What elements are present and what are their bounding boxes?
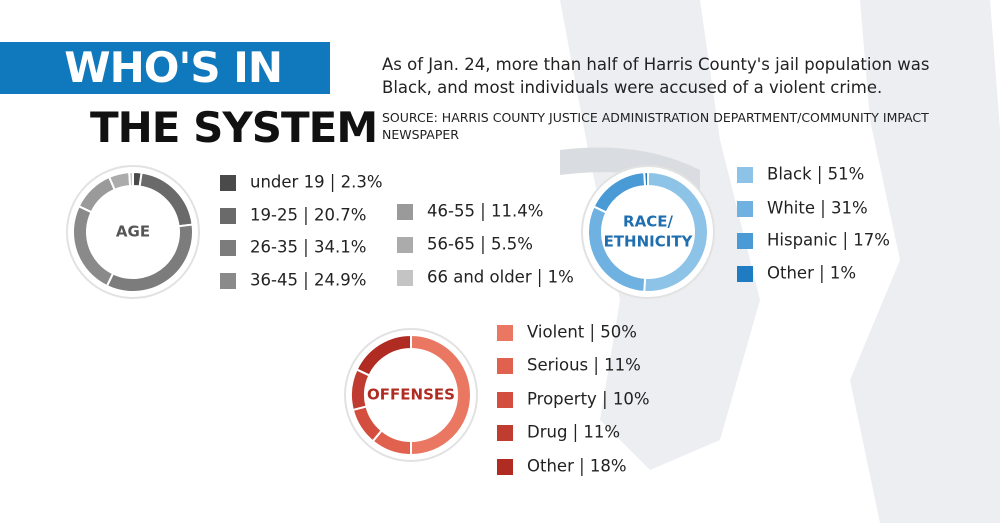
legend-swatch (497, 358, 513, 374)
title-line: THE SYSTEM (90, 103, 378, 152)
legend-label: Other (767, 264, 814, 283)
legend-value: 20.7% (314, 206, 366, 225)
legend-label: under 19 (250, 173, 325, 192)
legend-value: 18% (590, 457, 627, 476)
legend-label: Black (767, 165, 812, 184)
legend-value: 50% (600, 323, 637, 342)
legend-label: Property (527, 390, 597, 409)
donut-label: RACE/ (623, 213, 673, 231)
legend-swatch (737, 167, 753, 183)
title-line: WHO'S IN (0, 42, 330, 94)
legend-swatch (497, 425, 513, 441)
legend-label: 36-45 (250, 271, 298, 290)
legend-value: 24.9% (314, 271, 366, 290)
donut-slice (355, 333, 412, 377)
description: As of Jan. 24, more than half of Harris … (382, 55, 930, 97)
legend-value: 31% (831, 199, 868, 218)
donut-label: AGE (116, 223, 150, 241)
legend-label: White (767, 199, 815, 218)
legend-label: Drug (527, 423, 567, 442)
legend-value: 2.3% (341, 173, 383, 192)
legend-value: 10% (613, 390, 650, 409)
legend-swatch (220, 240, 236, 256)
legend-label: Violent (527, 323, 585, 342)
legend-value: 34.1% (314, 238, 366, 257)
legend-swatch (497, 325, 513, 341)
legend-value: 1% (830, 264, 856, 283)
legend-label: Hispanic (767, 231, 837, 250)
legend-swatch (497, 459, 513, 475)
legend-swatch (220, 273, 236, 289)
legend-swatch (220, 208, 236, 224)
donut-label: OFFENSES (367, 386, 455, 404)
legend-label: 19-25 (250, 206, 298, 225)
legend-swatch (397, 270, 413, 286)
source: SOURCE: HARRIS COUNTY JUSTICE ADMINISTRA… (382, 110, 929, 142)
legend-swatch (220, 175, 236, 191)
legend-value: 11% (583, 423, 620, 442)
legend-label: Other (527, 457, 574, 476)
legend-value: 17% (853, 231, 890, 250)
legend-label: 26-35 (250, 238, 298, 257)
donut-label: ETHNICITY (604, 233, 694, 251)
legend-swatch (497, 392, 513, 408)
legend-swatch (737, 266, 753, 282)
legend-swatch (397, 237, 413, 253)
donut-slice (643, 170, 649, 188)
legend-swatch (737, 201, 753, 217)
legend-value: 1% (548, 268, 574, 287)
legend-value: 51% (828, 165, 865, 184)
legend-swatch (397, 204, 413, 220)
legend-value: 11.4% (491, 202, 543, 221)
legend-label: 56-65 (427, 235, 475, 254)
legend-label: 46-55 (427, 202, 475, 221)
donut-slice (128, 170, 134, 188)
legend-label: Serious (527, 356, 588, 375)
legend-value: 11% (604, 356, 641, 375)
legend-label: 66 and older (427, 268, 532, 287)
legend-value: 5.5% (491, 235, 533, 254)
legend-swatch (737, 233, 753, 249)
